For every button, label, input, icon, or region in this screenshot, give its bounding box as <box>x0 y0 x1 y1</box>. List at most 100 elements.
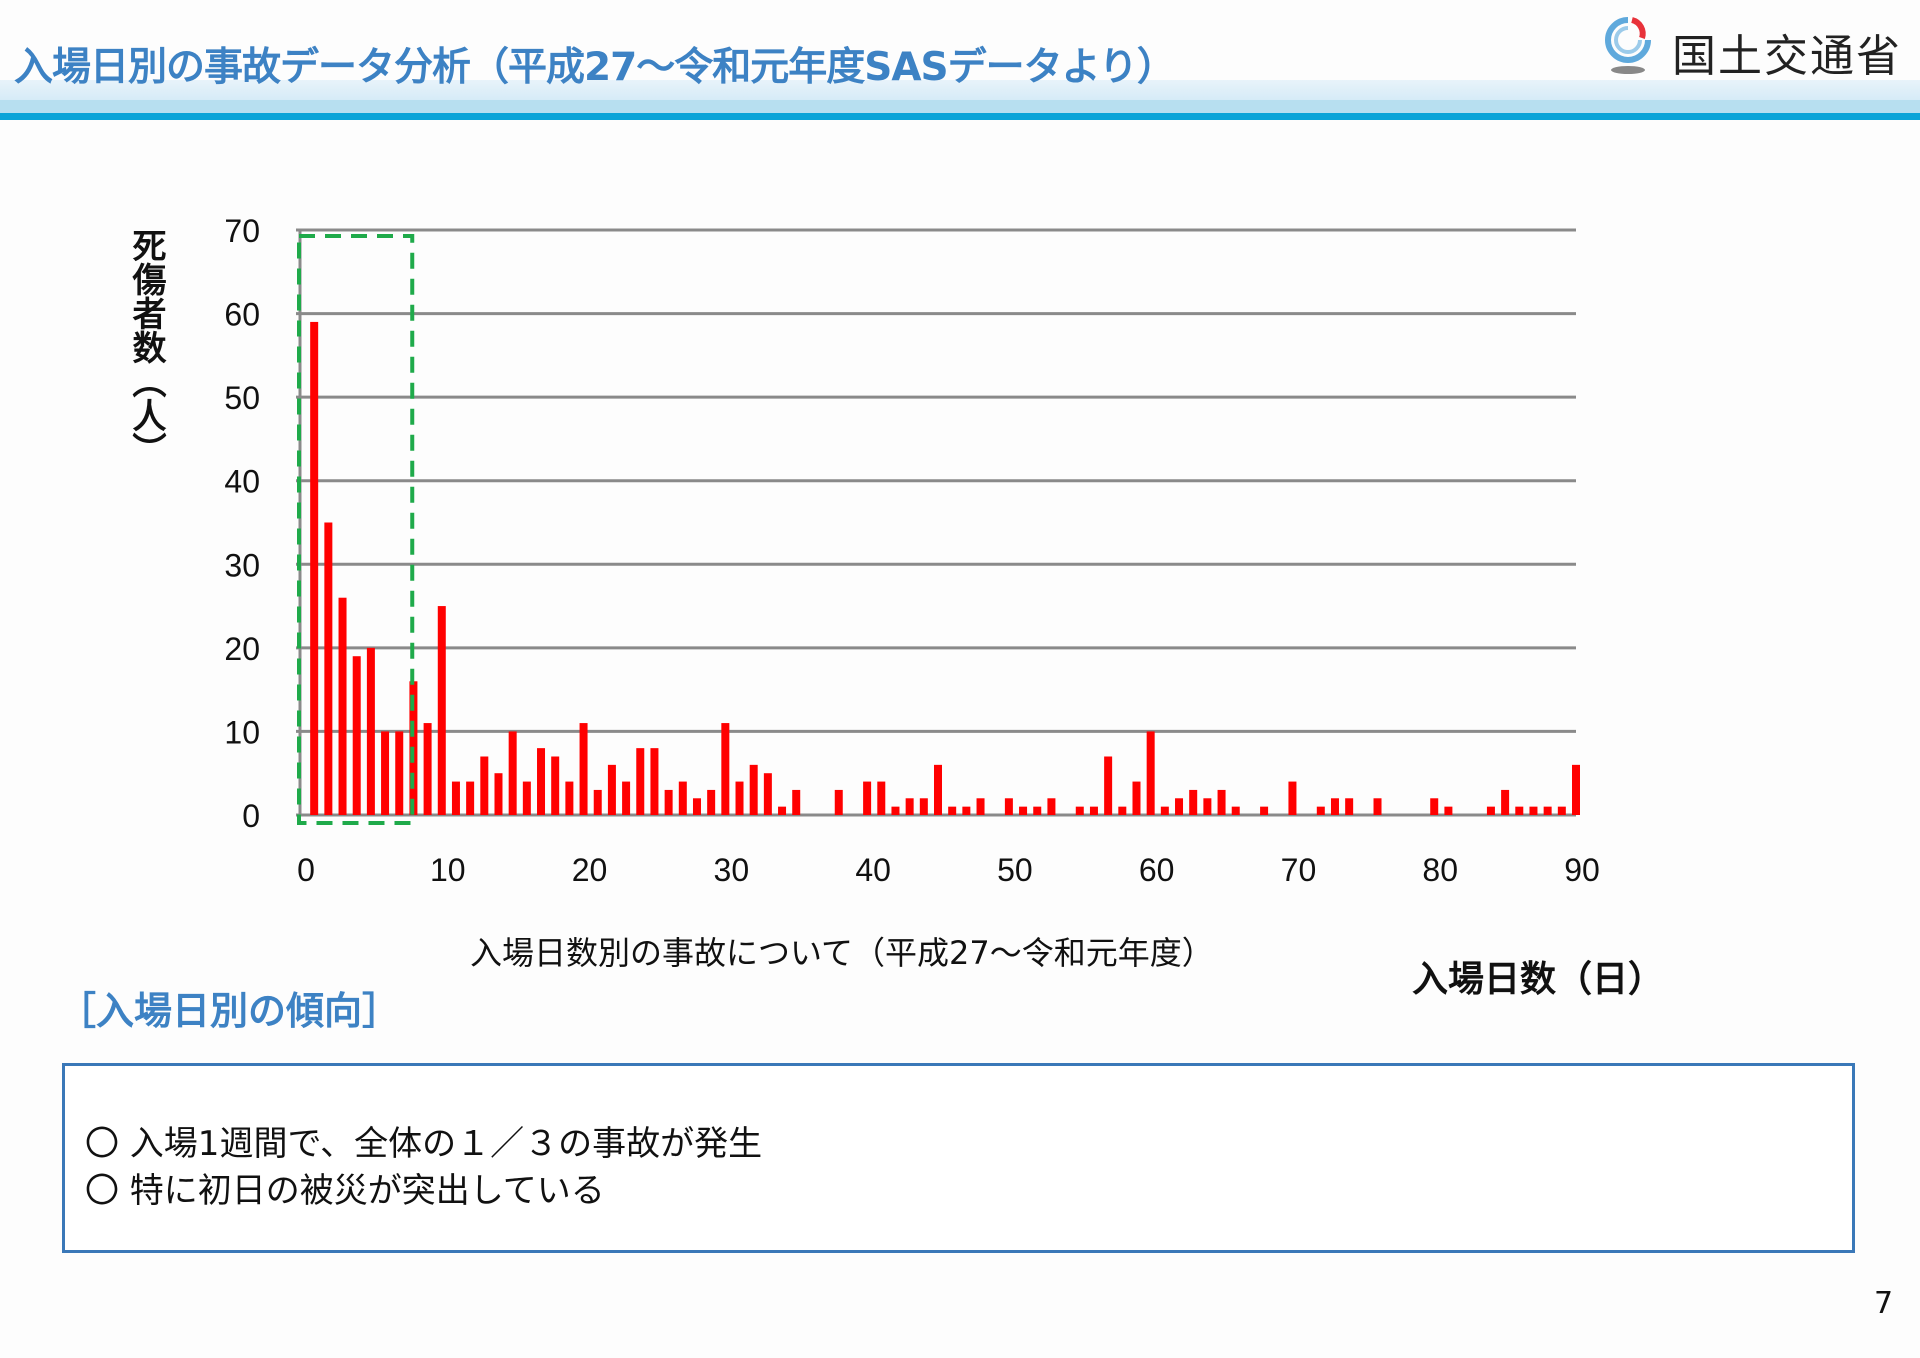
y-tick-label: 70 <box>224 213 260 249</box>
bar <box>934 764 942 815</box>
bar <box>423 723 432 815</box>
bar <box>664 789 673 815</box>
bar <box>735 781 744 815</box>
y-tick-label: 40 <box>224 464 260 500</box>
bar <box>466 781 475 815</box>
x-tick-label: 20 <box>572 852 608 888</box>
bar <box>1444 806 1453 815</box>
bar <box>1501 789 1510 815</box>
bar <box>976 798 985 815</box>
bar <box>310 321 319 815</box>
bar <box>1231 806 1240 815</box>
bar <box>551 756 560 815</box>
bar <box>792 789 801 815</box>
summary-item: 〇 入場1週間で、全体の１／３の事故が発生 <box>85 1124 763 1164</box>
highlight-box <box>297 234 415 825</box>
bar <box>1004 798 1013 815</box>
bar <box>522 781 531 815</box>
page-number: 7 <box>1874 1286 1894 1321</box>
x-tick-label: 70 <box>1281 852 1317 888</box>
bar <box>692 798 701 815</box>
bar <box>565 781 574 815</box>
bar <box>1075 806 1084 815</box>
bar <box>480 756 489 815</box>
x-tick-label: 50 <box>997 852 1033 888</box>
bar <box>579 723 588 815</box>
bar <box>437 606 446 815</box>
bar <box>1529 806 1538 815</box>
bar <box>948 806 957 815</box>
bar <box>494 773 503 815</box>
summary-item: 〇 特に初日の被災が突出している <box>85 1171 605 1211</box>
bar <box>1160 806 1169 815</box>
bar <box>1345 798 1354 815</box>
bar <box>778 806 787 815</box>
x-tick-label: 0 <box>297 852 315 888</box>
bar <box>1047 798 1056 815</box>
bar <box>1543 806 1552 815</box>
y-axis-label: 死傷者数（人） <box>126 228 166 466</box>
bar <box>721 723 730 815</box>
bar <box>1033 806 1042 815</box>
bar <box>962 806 971 815</box>
bar <box>1132 781 1141 815</box>
header-rule <box>0 113 1920 120</box>
x-tick-label: 90 <box>1564 852 1600 888</box>
bar <box>891 806 900 815</box>
header-band <box>0 100 1920 113</box>
bar <box>1288 781 1297 815</box>
x-axis-label: 入場日数（日） <box>1412 959 1665 1000</box>
bar <box>863 781 872 815</box>
bar <box>607 764 616 815</box>
bar <box>707 789 716 815</box>
bar <box>1146 731 1155 815</box>
bar <box>1260 806 1269 815</box>
mlit-logo-icon <box>1605 17 1651 74</box>
bar <box>366 647 375 815</box>
bar <box>877 781 886 815</box>
x-tick-label: 10 <box>430 852 466 888</box>
bar <box>919 798 928 815</box>
bar <box>1572 764 1580 815</box>
bar <box>1373 798 1382 815</box>
bar <box>1203 798 1212 815</box>
y-tick-label: 30 <box>224 547 260 583</box>
bar <box>338 597 347 815</box>
bar <box>1118 806 1127 815</box>
bar <box>1557 806 1566 815</box>
bar <box>636 748 645 815</box>
y-tick-label: 10 <box>224 714 260 750</box>
bar <box>1175 798 1184 815</box>
bar <box>352 656 361 815</box>
bar <box>1217 789 1226 815</box>
header-band <box>0 80 1920 100</box>
bar <box>537 748 546 815</box>
bar <box>1019 806 1028 815</box>
x-tick-label: 80 <box>1422 852 1458 888</box>
y-tick-label: 0 <box>242 798 260 834</box>
bar <box>763 773 772 815</box>
bar <box>622 781 631 815</box>
bar <box>324 522 333 815</box>
bar <box>749 764 758 815</box>
page-title: 入場日別の事故データ分析（平成27～令和元年度SASデータより） <box>14 45 1176 90</box>
bar <box>678 781 687 815</box>
x-tick-label: 40 <box>855 852 891 888</box>
bar <box>1316 806 1325 815</box>
bar <box>381 731 390 815</box>
bar <box>395 731 404 815</box>
section-heading: ［入場日別の傾向］ <box>58 989 401 1033</box>
chart-title: 入場日数別の事故について（平成27～令和元年度） <box>470 934 1214 972</box>
bar <box>508 731 517 815</box>
bar <box>1089 806 1098 815</box>
bar <box>650 748 659 815</box>
bar <box>1486 806 1495 815</box>
bar <box>1330 798 1339 815</box>
summary-box: 〇 入場1週間で、全体の１／３の事故が発生 〇 特に初日の被災が突出している <box>62 1063 1855 1253</box>
bar <box>451 781 460 815</box>
bar <box>1189 789 1198 815</box>
bar <box>1104 756 1113 815</box>
y-tick-label: 50 <box>224 380 260 416</box>
x-tick-label: 30 <box>714 852 750 888</box>
